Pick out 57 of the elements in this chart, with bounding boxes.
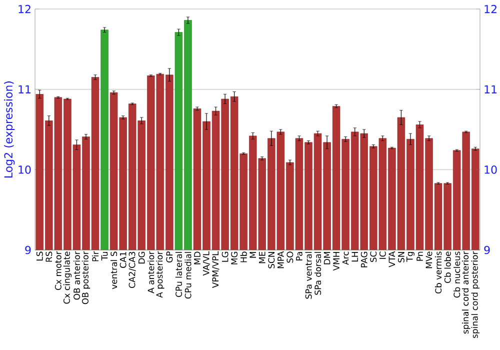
y2-tick-label: 10 (484, 166, 497, 174)
y-tick-label: 9 (25, 246, 31, 254)
x-tick-label: Cx cingulate (63, 252, 72, 304)
x-tick-label: SN (398, 252, 404, 262)
y-tick-label: 12 (18, 4, 30, 14)
y-tick-label: 11 (18, 85, 30, 94)
x-tick-label: A anterior (148, 251, 154, 294)
y-axis-title: Log2 (expression) (4, 81, 15, 178)
x-tick-label: OB posterior (82, 251, 90, 304)
x-tick-label: Tg (406, 252, 414, 262)
x-tick-label: A posterior (156, 251, 164, 298)
x-tick-label: Cb lobe (444, 252, 451, 283)
x-tick-label: PAG (360, 252, 368, 268)
x-tick-label: Cb nucleus (454, 252, 460, 298)
x-tick-label: CA1 (120, 252, 126, 268)
x-tick-label: MPA (278, 251, 284, 268)
x-tick-label: SCN (268, 252, 275, 268)
x-tick-label: SO (286, 252, 294, 263)
x-tick-label: MD (194, 252, 200, 264)
x-tick-label: DG (138, 252, 145, 264)
x-tick-label: SPa dorsal (314, 252, 322, 295)
x-tick-label: M (250, 252, 256, 258)
x-tick-label: DM (324, 252, 330, 264)
x-tick-label: ME (259, 252, 266, 264)
x-tick-label: SPa ventral (305, 252, 312, 299)
x-tick-label: CPu medial (184, 252, 192, 299)
x-tick-label: GP (166, 251, 173, 262)
x-tick-label: Arc (342, 252, 349, 265)
y2-tick-label: 11 (484, 85, 497, 94)
x-tick-label: CPu lateral (175, 252, 182, 297)
x-tick-label: SC (370, 252, 377, 262)
x-tick-label: spinal cord anterior (462, 251, 470, 334)
x-tick-label: LS (36, 252, 43, 260)
x-tick-label: LH (352, 252, 358, 262)
x-tick-label: Pn (416, 252, 423, 261)
x-tick-label: CA2/CA3 (128, 252, 136, 288)
y-tick-label: 10 (18, 166, 31, 174)
x-tick-label: VPM/VPL (212, 251, 220, 288)
x-tick-label: OB anterior (73, 251, 80, 300)
x-tick-label: Pir (92, 251, 98, 262)
x-tick-label: LG (222, 252, 228, 262)
x-tick-label: VTA (388, 251, 396, 268)
x-tick-label: MVe (426, 252, 432, 268)
x-tick-label: spinal cord posterior (471, 251, 480, 338)
x-tick-label: Cx motor (54, 251, 62, 290)
y2-tick-label: 12 (484, 4, 496, 14)
y2-tick-label: 9 (484, 246, 490, 254)
x-tick-label: IC (379, 252, 386, 259)
x-tick-label: Cb vermis (435, 252, 442, 294)
x-tick-label: VMH (333, 252, 340, 271)
x-tick-label: Tu (101, 252, 108, 261)
x-tick-label: Pa (296, 252, 302, 260)
x-tick-label: ventral S (110, 252, 118, 290)
x-tick-label: RS (46, 252, 52, 262)
x-tick-label: MG (231, 252, 238, 264)
x-tick-label: Hb (240, 252, 247, 262)
x-tick-label: VA/VL (203, 251, 210, 276)
